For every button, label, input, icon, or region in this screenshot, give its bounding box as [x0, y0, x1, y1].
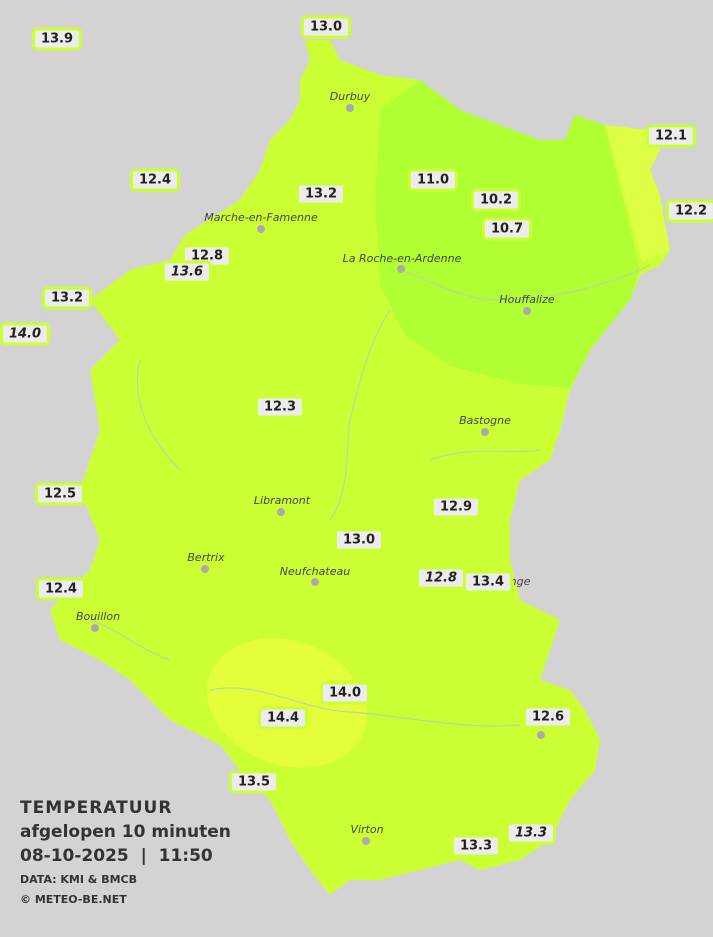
- rivers: [89, 264, 651, 727]
- city-label: nge: [509, 575, 531, 588]
- station-value: 12.4: [129, 168, 181, 192]
- city-label: Neufchateau: [279, 565, 351, 578]
- station-value: 13.3: [450, 834, 502, 858]
- station-value: 13.9: [31, 27, 83, 51]
- station-value: 10.7: [481, 217, 533, 241]
- station-value: 14.0: [0, 322, 51, 346]
- city-dot: [91, 624, 99, 632]
- station-value: 13.2: [295, 182, 347, 206]
- legend-copyright: © METEO-BE.NET: [20, 893, 127, 906]
- station-value: 13.5: [228, 770, 280, 794]
- city-label: Libramont: [253, 494, 311, 507]
- city-dot: [311, 578, 319, 586]
- station-value: 13.3: [505, 821, 557, 845]
- station-value: 13.0: [300, 15, 352, 39]
- map-legend: TEMPERATUUR afgelopen 10 minuten 08-10-2…: [20, 796, 231, 910]
- station-value: 14.0: [319, 681, 371, 705]
- city-label: La Roche-en-Ardenne: [342, 252, 462, 265]
- city-label: Bouillon: [75, 610, 121, 623]
- city-dot: [346, 104, 354, 112]
- station-value: 12.3: [254, 395, 306, 419]
- station-value: 11.0: [407, 168, 459, 192]
- station-value: 13.4: [462, 570, 514, 594]
- region-ne-warm-zone: [605, 125, 670, 262]
- station-value: 13.2: [41, 286, 93, 310]
- city-dot: [257, 225, 265, 233]
- city-dot: [523, 307, 531, 315]
- city-label: Bertrix: [187, 551, 225, 564]
- station-value: 12.8: [415, 566, 467, 590]
- station-value: 13.6: [161, 260, 213, 284]
- city-dot: [362, 837, 370, 845]
- city-label: Virton: [350, 823, 384, 836]
- legend-title: TEMPERATUUR: [20, 798, 173, 818]
- city-dot: [481, 428, 489, 436]
- city-dot: [397, 265, 405, 273]
- station-value: 12.4: [35, 577, 87, 601]
- station-value: 14.4: [257, 706, 309, 730]
- station-value: 12.9: [430, 495, 482, 519]
- station-value: 12.5: [34, 482, 86, 506]
- station-value: 12.6: [522, 705, 574, 729]
- city-dot: [277, 508, 285, 516]
- city-label: Bastogne: [459, 414, 511, 427]
- city-label: Marche-en-Famenne: [204, 211, 318, 224]
- city-label: Durbuy: [329, 90, 371, 103]
- station-value: 12.2: [665, 199, 713, 223]
- station-value: 10.2: [470, 188, 522, 212]
- city-label: Houffalize: [499, 293, 555, 306]
- city-dot: [201, 565, 209, 573]
- station-value: 12.1: [645, 124, 697, 148]
- city-dot: [537, 731, 545, 739]
- legend-data-source: DATA: KMI & BMCB: [20, 873, 137, 886]
- region-warm-zone: [207, 638, 367, 768]
- station-value: 13.0: [333, 528, 385, 552]
- legend-datetime: 08-10-2025 | 11:50: [20, 846, 213, 866]
- legend-subtitle: afgelopen 10 minuten: [20, 822, 231, 842]
